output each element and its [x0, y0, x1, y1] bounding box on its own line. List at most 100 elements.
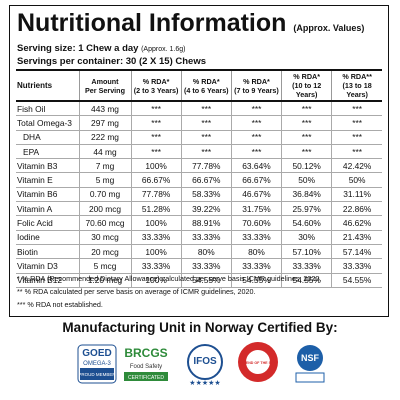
cell: 31.75% — [230, 201, 282, 217]
cell: 57.10% — [281, 244, 332, 260]
column-header: % RDA* (2 to 3 Years) — [130, 69, 182, 102]
cell: 42.42% — [331, 158, 382, 174]
cell: 36.84% — [281, 187, 332, 203]
column-header: % RDA** (13 to 18 Years) — [331, 69, 382, 102]
header-line: % RDA** — [342, 72, 372, 81]
header-row: Nutrients Amount Per Serving% RDA* (2 to 3 … — [16, 69, 382, 102]
serving-size: Serving size: 1 Chew a day — [17, 43, 139, 54]
cell: 50% — [331, 172, 382, 188]
nutrient-name: Total Omega-3 — [16, 115, 79, 131]
cell: 46.67% — [230, 187, 282, 203]
title-line: Nutritional Information (Approx. Values) — [17, 9, 364, 38]
header-line: % RDA* — [142, 76, 170, 86]
table-row: Vitamin A 200 mcg 51.28% 39.22% 31.75% 25.97%… — [16, 201, 382, 217]
cell: 44 mg — [78, 144, 131, 160]
cell: *** — [281, 130, 332, 145]
header-line: Amount — [91, 76, 119, 86]
serving-note: (Approx. 1.6g) — [141, 46, 186, 53]
cell: 80% — [230, 244, 282, 260]
cell: 33.33% — [180, 258, 232, 274]
cell: 30 mcg — [78, 230, 131, 245]
label-box: Nutritional Information (Approx. Values)… — [9, 5, 389, 317]
nutrition-table: Nutrients Amount Per Serving% RDA* (2 to 3 … — [16, 69, 382, 288]
cell: 50% — [281, 172, 332, 188]
cell: 39.22% — [180, 201, 232, 217]
cell: 80% — [180, 244, 232, 260]
title: Nutritional Information — [17, 9, 287, 37]
cell: 70.60% — [230, 215, 282, 231]
cell: 297 mg — [78, 115, 131, 131]
logo-text: IFOS — [193, 356, 217, 367]
table-row: Fish Oil 443 mg *** *** *** *** *** — [16, 101, 382, 117]
header-line: Nutrients — [17, 81, 53, 90]
nutrient-name: Iodine — [16, 230, 79, 245]
cell: 5 mcg — [78, 258, 131, 274]
table-row: Vitamin B3 7 mg 100% 77.78% 63.64% 50.12% 42.4… — [16, 158, 382, 174]
cell: 54.55% — [331, 273, 382, 288]
title-note: (Approx. Values) — [293, 23, 365, 33]
cell: *** — [331, 130, 382, 145]
cell: 7 mg — [78, 158, 131, 174]
column-header: Nutrients — [16, 69, 79, 102]
cell: *** — [180, 144, 232, 160]
cell: 100% — [130, 273, 182, 288]
nutrient-name: Vitamin B12 — [16, 273, 79, 288]
cell: *** — [331, 101, 382, 117]
cell: 54.55% — [180, 273, 232, 288]
footnote: *** % RDA not established. — [17, 300, 103, 309]
nutrient-name: Folic Acid — [16, 215, 79, 231]
cell: 33.33% — [331, 258, 382, 274]
table-row: Biotin 20 mcg 100% 80% 80% 57.10% 57.14% — [16, 244, 382, 260]
cell: *** — [180, 101, 232, 117]
cell: 66.67% — [130, 172, 182, 188]
table-row: Vitamin D3 5 mcg 33.33% 33.33% 33.33% 33.33% 3… — [16, 258, 382, 274]
cell: 33.33% — [130, 230, 182, 245]
cell: 21.43% — [331, 230, 382, 245]
logo-text: OMEGA-3 — [83, 361, 111, 367]
logo-text: CERTIFICATED — [128, 375, 164, 381]
table-row: Vitamin B12 1.20 mcg 100% 54.55% 54.55% 54.55… — [16, 273, 382, 288]
table-row: Total Omega-3 297 mg *** *** *** *** *** — [16, 115, 382, 131]
logo-text: ★★★★★ — [189, 379, 220, 387]
cell: 66.67% — [230, 172, 282, 188]
brcgs-logo: BRCGS Food Safety CERTIFICATED — [124, 346, 168, 381]
cell: 22.86% — [331, 201, 382, 217]
cell: 30% — [281, 230, 332, 245]
cell: 70.60 mcg — [78, 215, 131, 231]
cell: *** — [281, 144, 332, 160]
cell: 100% — [130, 215, 182, 231]
cell: 54.55% — [281, 273, 332, 288]
logo-text: PROUD MEMBER — [78, 372, 116, 377]
footnote: ** % RDA calculated per serve basis on a… — [17, 287, 256, 296]
column-header: % RDA* (4 to 6 Years) — [180, 69, 232, 102]
friend-of-the-sea-logo: FRIEND OF THE SEA — [238, 342, 278, 382]
cell: *** — [230, 101, 282, 117]
servings-per-container: Servings per container: 30 (2 X 15) Chew… — [17, 56, 207, 67]
goed-logo: GOED OMEGA-3 PROUD MEMBER — [77, 344, 117, 384]
cell: *** — [180, 115, 232, 131]
table-row: DHA 222 mg *** *** *** *** *** — [16, 130, 382, 145]
cell: 46.62% — [331, 215, 382, 231]
cell: *** — [331, 115, 382, 131]
certification-heading: Manufacturing Unit in Norway Certified B… — [62, 320, 338, 335]
cell: 33.33% — [180, 230, 232, 245]
cell: 222 mg — [78, 130, 131, 145]
nutrient-name: EPA — [16, 144, 79, 160]
cell: 443 mg — [78, 101, 131, 117]
nsf-logo: NSF — [295, 345, 325, 383]
header-line: (10 to 12 Years) — [292, 81, 322, 99]
nutrient-name: Vitamin D3 — [16, 258, 79, 274]
cell: *** — [130, 130, 182, 145]
table-row: EPA 44 mg *** *** *** *** *** — [16, 144, 382, 160]
cell: 57.14% — [331, 244, 382, 260]
ifos-logo: IFOS ★★★★★ — [187, 344, 223, 387]
cell: *** — [230, 144, 282, 160]
cell: *** — [180, 130, 232, 145]
cell: 88.91% — [180, 215, 232, 231]
header-line: (2 to 3 Years) — [133, 85, 179, 95]
nutrient-name: DHA — [16, 130, 79, 145]
cell: 63.64% — [230, 158, 282, 174]
cell: 51.28% — [130, 201, 182, 217]
